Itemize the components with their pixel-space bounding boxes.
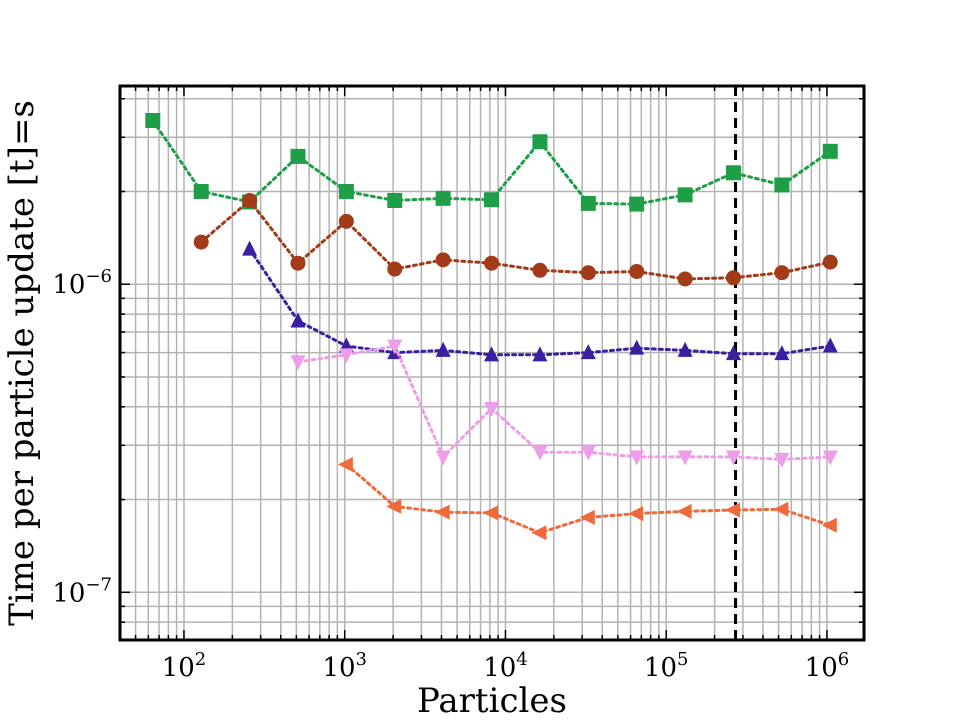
data-point-triangle-left xyxy=(628,506,644,522)
series-pink-triangle-down xyxy=(290,339,838,468)
data-point-triangle-down xyxy=(725,450,741,466)
series-orange-triangle-left xyxy=(337,456,837,541)
data-point-triangle-down xyxy=(774,452,790,468)
data-point-triangle-down xyxy=(435,450,451,466)
data-point-square xyxy=(774,177,790,193)
data-point-square xyxy=(387,192,403,208)
data-point-circle xyxy=(435,252,451,268)
y-axis-title: Time per particle update [t]=s xyxy=(2,100,42,626)
series-green-square xyxy=(145,112,838,212)
data-point-triangle-left xyxy=(337,456,353,472)
data-point-square xyxy=(532,134,548,150)
axes xyxy=(118,84,866,642)
data-point-triangle-left xyxy=(386,498,402,514)
y-tick-label: 10−6 xyxy=(52,266,112,300)
data-point-triangle-down xyxy=(629,450,645,466)
series-layer xyxy=(145,112,838,541)
data-point-triangle-down xyxy=(677,450,693,466)
data-point-triangle-up xyxy=(774,345,790,361)
x-tick-label: 106 xyxy=(805,649,850,683)
x-tick-label: 103 xyxy=(322,649,367,683)
data-point-circle xyxy=(822,254,838,270)
plot-frame xyxy=(118,84,866,642)
data-point-square xyxy=(580,195,596,211)
data-point-triangle-up xyxy=(532,346,548,362)
data-point-triangle-up xyxy=(580,344,596,360)
data-point-triangle-up xyxy=(484,346,500,362)
data-point-square xyxy=(629,196,645,212)
data-point-square xyxy=(338,183,354,199)
x-tick-label: 104 xyxy=(483,649,528,683)
data-point-triangle-left xyxy=(531,525,547,541)
data-point-circle xyxy=(774,265,790,281)
tick-labels: 102 103 104 105 106 10−7 10−6 xyxy=(52,266,849,683)
data-point-triangle-down xyxy=(532,445,548,461)
data-point-square xyxy=(290,148,306,164)
data-point-circle xyxy=(387,261,403,277)
x-tick-label: 102 xyxy=(162,649,207,683)
data-point-square xyxy=(725,165,741,181)
data-point-square xyxy=(435,190,451,206)
data-point-circle xyxy=(484,255,500,271)
data-point-circle xyxy=(290,255,306,271)
data-point-triangle-up xyxy=(435,341,451,357)
series-line xyxy=(199,198,832,281)
x-axis-title: Particles xyxy=(417,681,567,720)
data-point-triangle-left xyxy=(579,509,595,525)
data-point-square xyxy=(822,143,838,159)
data-point-circle xyxy=(677,271,693,287)
data-point-triangle-down xyxy=(580,445,596,461)
data-point-circle xyxy=(193,234,209,250)
data-point-triangle-left xyxy=(483,505,499,521)
data-point-circle xyxy=(532,262,548,278)
data-point-triangle-down xyxy=(338,348,354,364)
data-point-triangle-down xyxy=(822,450,838,466)
data-point-circle xyxy=(629,263,645,279)
data-point-square xyxy=(193,183,209,199)
grid xyxy=(119,86,864,641)
data-point-square xyxy=(145,112,161,128)
data-point-triangle-up xyxy=(629,339,645,355)
series-line xyxy=(344,462,832,535)
data-point-triangle-left xyxy=(773,501,789,517)
data-point-triangle-up xyxy=(822,337,838,353)
data-point-triangle-left xyxy=(821,517,837,533)
data-point-circle xyxy=(242,192,258,208)
series-indigo-triangle-up xyxy=(242,240,838,362)
series-brown-circle xyxy=(193,192,838,287)
data-point-triangle-down xyxy=(484,401,500,417)
data-point-triangle-down xyxy=(290,355,306,371)
x-tick-label: 105 xyxy=(644,649,689,683)
data-point-square xyxy=(484,192,500,208)
data-point-circle xyxy=(338,213,354,229)
data-point-triangle-up xyxy=(725,345,741,361)
data-point-triangle-down xyxy=(387,339,403,355)
data-point-triangle-up xyxy=(290,312,306,328)
data-point-circle xyxy=(580,265,596,281)
data-point-triangle-left xyxy=(434,504,450,520)
series-line xyxy=(296,344,832,461)
data-point-triangle-left xyxy=(724,502,740,518)
data-point-square xyxy=(677,187,693,203)
data-point-triangle-left xyxy=(676,503,692,519)
data-point-triangle-up xyxy=(242,240,258,256)
data-point-circle xyxy=(725,270,741,286)
data-point-triangle-up xyxy=(677,341,693,357)
y-tick-label: 10−7 xyxy=(52,574,112,608)
